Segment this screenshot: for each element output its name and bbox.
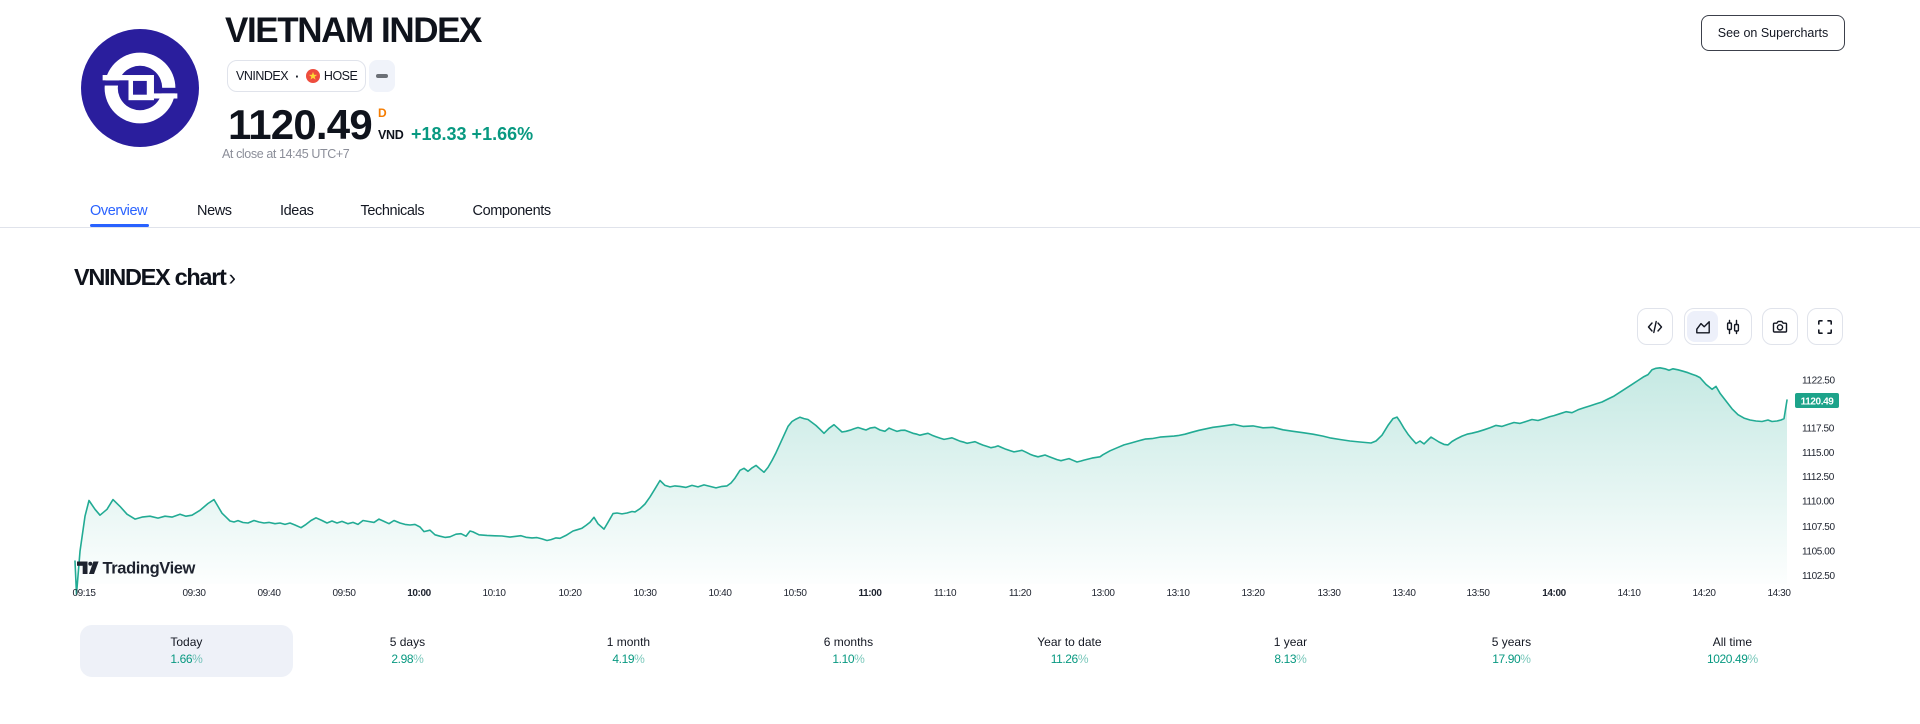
svg-text:1122.50: 1122.50 <box>1802 376 1835 387</box>
svg-text:14:30: 14:30 <box>1767 588 1791 599</box>
svg-text:09:50: 09:50 <box>332 588 356 599</box>
svg-text:11:00: 11:00 <box>858 588 882 599</box>
svg-text:1102.50: 1102.50 <box>1802 571 1835 582</box>
svg-text:1105.00: 1105.00 <box>1802 547 1835 558</box>
svg-text:10:40: 10:40 <box>708 588 732 599</box>
svg-text:09:30: 09:30 <box>182 588 206 599</box>
svg-text:10:00: 10:00 <box>407 588 431 599</box>
svg-text:1110.00: 1110.00 <box>1802 496 1835 507</box>
svg-text:1107.50: 1107.50 <box>1802 522 1835 533</box>
svg-text:13:20: 13:20 <box>1241 588 1265 599</box>
svg-text:13:30: 13:30 <box>1317 588 1341 599</box>
svg-text:13:40: 13:40 <box>1392 588 1416 599</box>
svg-text:14:00: 14:00 <box>1542 588 1566 599</box>
svg-text:09:40: 09:40 <box>257 588 281 599</box>
svg-text:1120.49: 1120.49 <box>1801 397 1835 408</box>
svg-text:13:50: 13:50 <box>1466 588 1490 599</box>
svg-text:TradingView: TradingView <box>103 560 196 578</box>
svg-text:09:15: 09:15 <box>72 588 96 599</box>
svg-text:13:10: 13:10 <box>1166 588 1190 599</box>
svg-text:10:10: 10:10 <box>482 588 506 599</box>
svg-text:10:50: 10:50 <box>783 588 807 599</box>
svg-text:11:10: 11:10 <box>934 588 957 599</box>
svg-text:10:20: 10:20 <box>558 588 582 599</box>
svg-text:14:10: 14:10 <box>1617 588 1641 599</box>
svg-text:10:30: 10:30 <box>633 588 657 599</box>
svg-text:1117.50: 1117.50 <box>1802 423 1835 434</box>
svg-text:14:20: 14:20 <box>1692 588 1716 599</box>
svg-text:11:20: 11:20 <box>1009 588 1032 599</box>
svg-text:13:00: 13:00 <box>1091 588 1115 599</box>
svg-text:1112.50: 1112.50 <box>1802 472 1835 483</box>
svg-text:1115.00: 1115.00 <box>1802 448 1835 459</box>
